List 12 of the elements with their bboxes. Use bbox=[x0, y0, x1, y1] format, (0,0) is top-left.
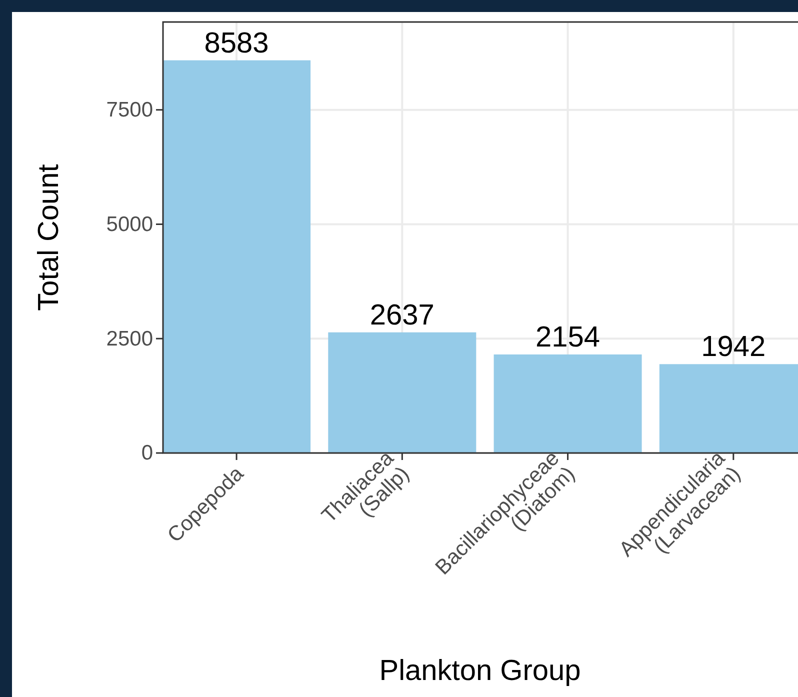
data-label: 8583 bbox=[204, 27, 269, 60]
bar bbox=[328, 332, 476, 453]
bar bbox=[162, 60, 311, 453]
y-tick-label: 7500 bbox=[106, 98, 153, 122]
y-tick-label: 0 bbox=[141, 442, 153, 465]
y-tick-label: 2500 bbox=[106, 327, 153, 350]
y-axis-title: Total Count bbox=[33, 164, 65, 311]
data-label: 1942 bbox=[701, 331, 766, 364]
x-axis-title: Plankton Group bbox=[379, 655, 581, 687]
data-label: 2154 bbox=[536, 321, 600, 354]
data-label: 2637 bbox=[370, 299, 434, 332]
y-tick-label: 5000 bbox=[106, 212, 153, 236]
